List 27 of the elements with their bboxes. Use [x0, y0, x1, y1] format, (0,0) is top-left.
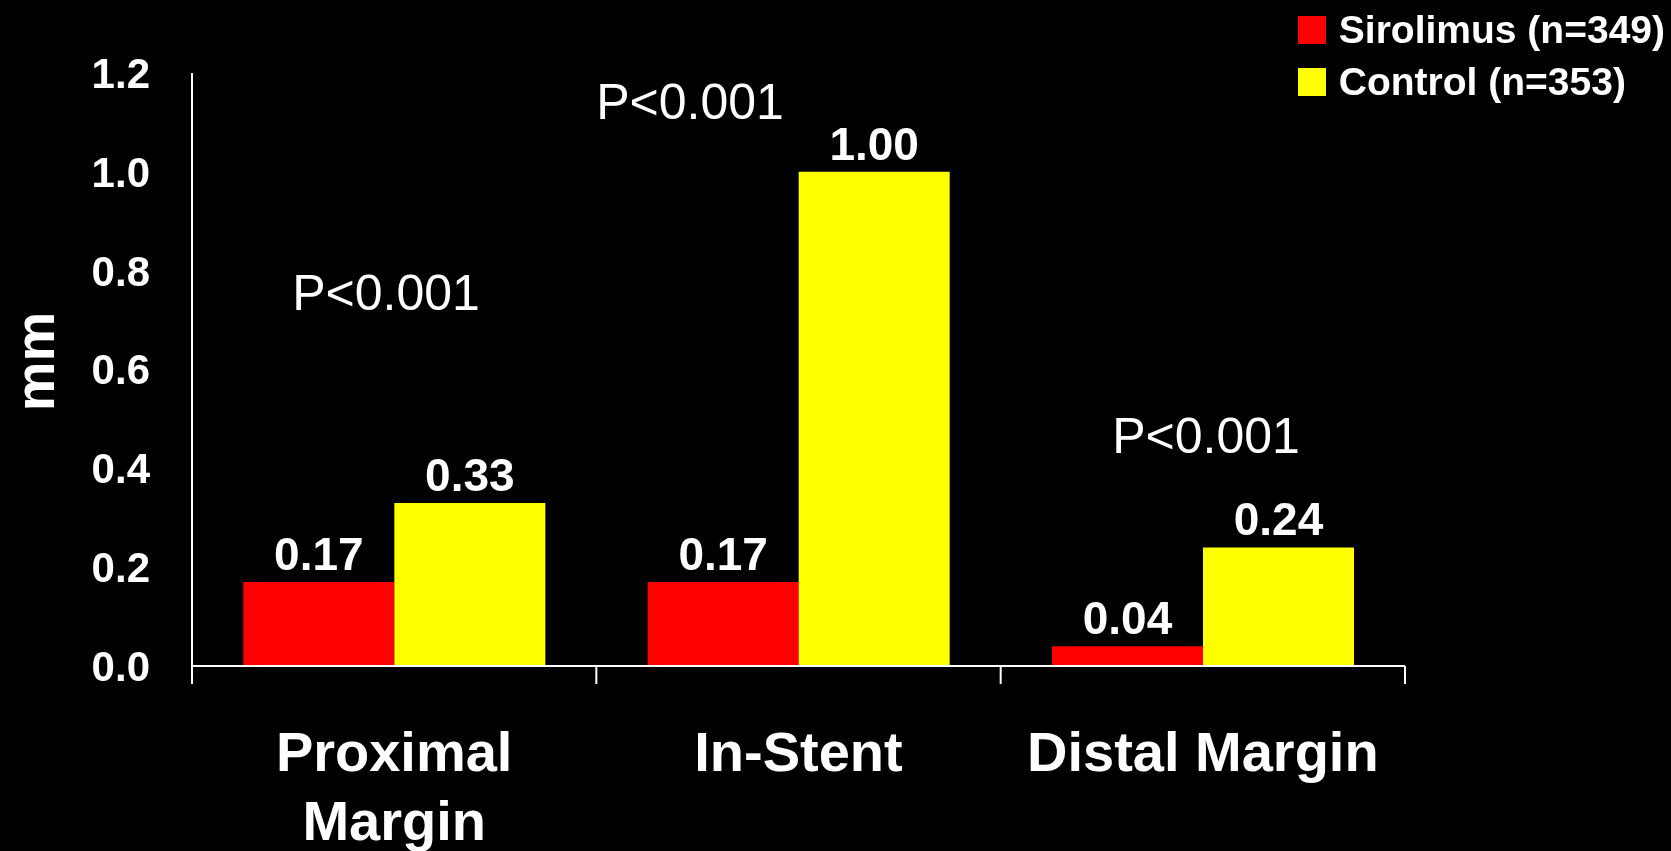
y-tick-label: 0.2 — [91, 544, 150, 592]
x-tick-label: In-Stent — [694, 720, 903, 783]
y-axis-title: mm — [2, 311, 66, 412]
annotation: P<0.001 — [292, 265, 480, 321]
bar — [1203, 547, 1355, 666]
y-tick-label: 1.0 — [91, 148, 150, 196]
y-tick-label: 0.8 — [91, 247, 150, 295]
legend-label: Sirolimus (n=349) — [1338, 8, 1665, 52]
y-tick-label: 0.0 — [91, 642, 150, 690]
data-label: 0.04 — [1082, 592, 1173, 645]
y-tick-label: 1.2 — [91, 49, 150, 97]
data-label: 0.24 — [1233, 493, 1324, 546]
annotation: P<0.001 — [596, 74, 784, 130]
bar — [647, 581, 799, 666]
data-label: 0.33 — [425, 448, 515, 501]
y-tick-label: 0.6 — [91, 346, 150, 394]
annotation: P<0.001 — [1112, 408, 1300, 464]
y-tick-label: 0.4 — [91, 445, 151, 493]
data-label: 0.17 — [678, 527, 768, 580]
data-label: 0.17 — [274, 527, 364, 580]
bar — [243, 581, 395, 666]
bar — [798, 171, 950, 666]
data-label: 1.00 — [829, 117, 919, 170]
bar — [1052, 646, 1204, 666]
legend-label: Control (n=353) — [1338, 60, 1626, 104]
bar — [394, 502, 546, 666]
x-tick-label: Distal Margin — [1027, 720, 1379, 783]
